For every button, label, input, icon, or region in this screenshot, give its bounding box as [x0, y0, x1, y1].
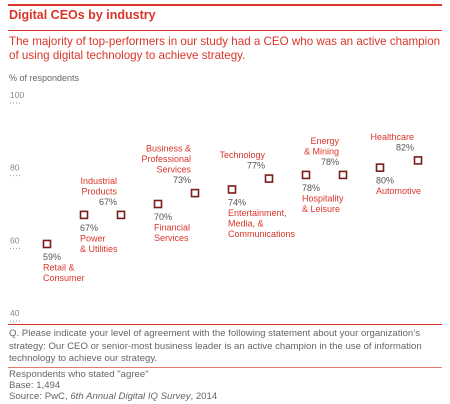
- data-point-marker: [42, 239, 52, 249]
- data-point-marker: [227, 185, 237, 194]
- respondents-note: Respondents who stated "agree": [9, 369, 149, 380]
- data-label: 82%: [396, 142, 414, 152]
- chart-bottom-rule: [8, 324, 442, 325]
- footer-rule: [8, 367, 442, 368]
- category-label: & Mining: [304, 146, 339, 156]
- category-label: Hospitality: [302, 193, 344, 203]
- data-point-marker: [190, 188, 200, 198]
- category-label: Professional: [141, 154, 191, 164]
- category-label: Media, &: [228, 218, 264, 228]
- category-label: Energy: [310, 136, 339, 146]
- category-label: Technology: [219, 150, 265, 160]
- category-label: Communications: [228, 229, 296, 239]
- data-label: 59%: [43, 252, 61, 262]
- y-tick-label: 100: [10, 90, 24, 100]
- data-point-marker: [153, 199, 163, 209]
- y-tick-label: 60: [10, 235, 20, 245]
- category-label: Retail &: [43, 262, 75, 272]
- category-label: Automotive: [376, 186, 421, 196]
- category-label: Services: [154, 233, 189, 243]
- y-tick-label: 80: [10, 163, 20, 173]
- category-label: Consumer: [43, 273, 85, 283]
- category-label: & Utilities: [80, 244, 118, 254]
- category-label: Healthcare: [370, 132, 414, 142]
- y-tick-label: 40: [10, 308, 20, 318]
- data-label: 67%: [99, 197, 117, 207]
- data-label: 73%: [173, 175, 191, 185]
- category-label: Entertainment,: [228, 208, 287, 218]
- category-label: Financial: [154, 223, 190, 233]
- source-prefix: Source: PwC,: [9, 391, 71, 402]
- data-label: 78%: [302, 183, 320, 193]
- category-label: & Leisure: [302, 204, 340, 214]
- data-point-marker: [79, 210, 89, 220]
- data-label: 77%: [247, 161, 265, 171]
- data-point-marker: [413, 156, 423, 165]
- category-label: Products: [81, 186, 117, 196]
- data-label: 80%: [376, 176, 394, 186]
- category-label: Industrial: [80, 176, 117, 186]
- category-label: Business &: [146, 144, 191, 154]
- category-label: Services: [156, 165, 191, 175]
- data-label: 74%: [228, 197, 246, 207]
- chart-subtitle: The majority of top-performers in our st…: [9, 35, 441, 62]
- question-note: Q. Please indicate your level of agreeme…: [9, 328, 422, 364]
- data-label: 78%: [321, 157, 339, 167]
- y-axis-label: % of respondents: [9, 73, 80, 83]
- data-point-marker: [264, 174, 274, 183]
- base-note: Base: 1,494: [9, 380, 61, 391]
- data-label: 67%: [80, 223, 98, 233]
- source-title: 6th Annual Digital IQ Survey: [70, 391, 191, 402]
- data-point-marker: [301, 170, 311, 180]
- title-rule: [8, 30, 442, 31]
- source-suffix: , 2014: [190, 391, 218, 402]
- source-note: Source: PwC, 6th Annual Digital IQ Surve…: [9, 391, 441, 404]
- top-rule: [8, 4, 442, 6]
- data-point-marker: [338, 170, 348, 180]
- data-point-marker: [375, 163, 385, 172]
- chart-title: Digital CEOs by industry: [9, 8, 156, 22]
- data-point-marker: [116, 210, 126, 220]
- data-label: 70%: [154, 212, 172, 222]
- category-label: Power: [80, 233, 106, 243]
